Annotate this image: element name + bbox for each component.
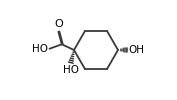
Text: OH: OH [128,45,144,55]
Text: O: O [54,19,63,29]
Text: HO: HO [32,44,48,54]
Text: HO: HO [63,65,79,75]
